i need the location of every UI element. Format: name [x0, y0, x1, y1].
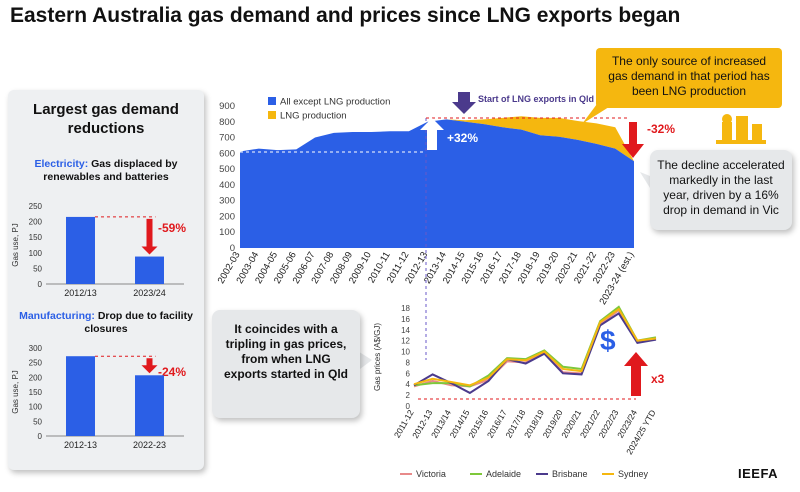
x-tick-label: 2012/13	[64, 288, 97, 298]
down32-label: -32%	[647, 122, 675, 136]
manufacturing-label-rest: Drop due to facility closures	[84, 310, 193, 335]
y-axis-label: Gas use, PJ	[11, 223, 20, 267]
y-tick-label: 500	[219, 164, 235, 175]
manufacturing-label-prefix: Manufacturing:	[19, 310, 95, 322]
y-tick-label: 300	[219, 196, 235, 207]
decline-callout: The decline accelerated markedly in the …	[650, 150, 792, 230]
y-tick-label: 14	[401, 326, 410, 335]
brand-logo: IEEFA	[738, 466, 779, 481]
electricity-bar-chart: -59% 0 50 100 150 200 250 Gas use, PJ 2012/13 20…	[11, 202, 186, 298]
y-tick-label: 600	[219, 148, 235, 159]
up32-label: +32%	[447, 131, 478, 145]
down-arrow-icon	[141, 218, 158, 255]
legend-label: Sydney	[618, 469, 649, 479]
y-tick-label: 250	[29, 202, 43, 211]
y-tick-label: 100	[29, 249, 43, 258]
bar	[66, 216, 95, 284]
dollar-icon: $	[600, 325, 616, 356]
price-up-arrow-icon	[624, 352, 648, 396]
y-tick-label: 250	[29, 359, 43, 368]
y-tick-label: 200	[29, 218, 43, 227]
electricity-change-label: -59%	[158, 221, 186, 235]
y-tick-label: 18	[401, 304, 410, 313]
y-tick-label: 150	[29, 233, 43, 242]
panel-title: Largest gas demand reductions	[33, 101, 179, 137]
y-tick-label: 200	[219, 211, 235, 222]
x-tick-label: 2012-13	[64, 440, 97, 450]
legend-label: LNG production	[280, 111, 347, 122]
y-tick-label: 50	[33, 417, 42, 426]
legend-label: All except LNG production	[280, 97, 390, 108]
y-tick-label: 0	[38, 432, 43, 441]
y-tick-label: 50	[33, 264, 42, 273]
y-tick-label: 100	[29, 403, 43, 412]
legend-label: Adelaide	[486, 469, 521, 479]
y-tick-label: 200	[29, 373, 43, 382]
y-tick-label: 0	[230, 243, 235, 254]
electricity-label: Electricity: Gas displaced by renewables…	[8, 158, 204, 184]
x-tick-label: 2022-23	[133, 440, 166, 450]
legend-label: Victoria	[416, 469, 446, 479]
manufacturing-label: Manufacturing: Drop due to facility clos…	[8, 310, 204, 336]
electricity-label-rest: Gas displaced by renewables and batterie…	[43, 158, 178, 183]
manufacturing-change-label: -24%	[158, 365, 186, 379]
y-tick-label: 2	[406, 391, 411, 400]
y-tick-label: 4	[406, 380, 411, 389]
tripling-callout: It coincides with a tripling in gas pric…	[212, 310, 360, 418]
x-tick-label: 2023/24	[133, 288, 166, 298]
y-tick-label: 8	[406, 358, 411, 367]
callout-pointer-tripling	[356, 350, 372, 372]
red-down-arrow-icon	[622, 122, 644, 158]
legend-swatch	[268, 97, 276, 105]
manufacturing-bar-chart: -24% 0 50 100 150 200 250 300 Gas use, PJ 2012-1…	[11, 344, 186, 450]
gas-plant-icon	[716, 114, 766, 144]
bar	[66, 356, 95, 436]
down-arrow-icon	[452, 92, 476, 114]
y-tick-label: 0	[406, 402, 411, 411]
bar	[135, 256, 164, 284]
series-line-sydney	[413, 307, 657, 387]
area-lng-production	[240, 116, 634, 162]
up-arrow-icon	[420, 118, 444, 150]
y-tick-label: 12	[401, 337, 410, 346]
page-title: Eastern Australia gas demand and prices …	[10, 4, 681, 27]
y-tick-label: 100	[219, 227, 235, 238]
bar	[135, 375, 164, 436]
y-tick-label: 700	[219, 133, 235, 144]
demand-reduction-panel: Largest gas demand reductions Electricit…	[8, 90, 204, 470]
y-tick-label: 400	[219, 180, 235, 191]
y-tick-label: 16	[401, 315, 410, 324]
legend-label: Brisbane	[552, 469, 588, 479]
electricity-label-prefix: Electricity:	[34, 158, 89, 170]
lng-start-label: Start of LNG exports in Qld	[478, 94, 594, 104]
lng-start-marker: Start of LNG exports in Qld	[452, 92, 594, 114]
y-tick-label: 150	[29, 388, 43, 397]
y-axis-label: Gas prices (A$/GJ)	[373, 323, 382, 391]
y-tick-label: 6	[406, 369, 411, 378]
y-tick-label: 300	[29, 344, 43, 353]
x3-label: x3	[651, 372, 665, 386]
y-tick-label: 10	[401, 348, 410, 357]
series-line-brisbane	[413, 312, 657, 395]
y-tick-label: 800	[219, 117, 235, 128]
legend-swatch	[268, 111, 276, 119]
y-tick-label: 0	[38, 280, 43, 289]
down-arrow-icon	[141, 358, 158, 374]
y-tick-label: 900	[219, 101, 235, 112]
lng-callout: The only source of increased gas demand …	[596, 48, 782, 108]
y-axis-label: Gas use, PJ	[11, 370, 20, 414]
